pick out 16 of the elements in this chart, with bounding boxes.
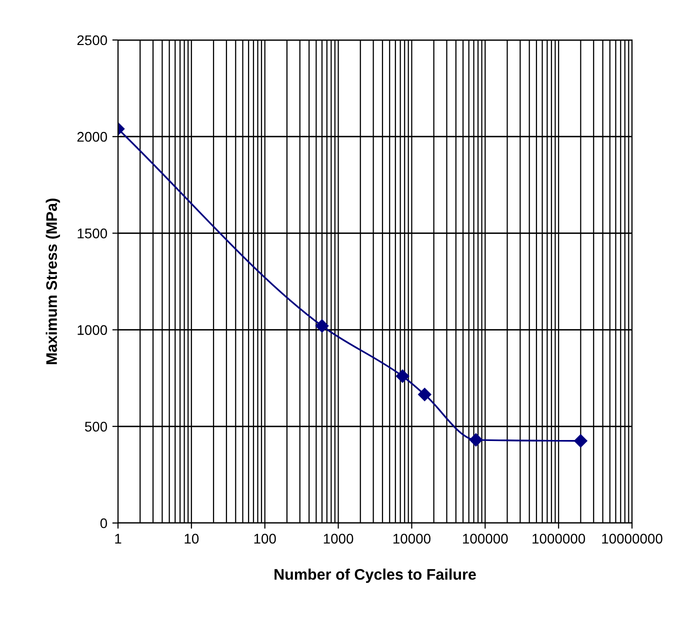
x-tick-label: 1: [115, 534, 122, 544]
y-tick-label: 2000: [77, 132, 108, 142]
x-tick-label: 10: [184, 534, 199, 544]
x-tick-label: 10000: [393, 534, 430, 544]
x-tick-label: 10000000: [602, 534, 662, 544]
x-tick-label: 1000: [324, 534, 354, 544]
x-tick-label: 1000000: [532, 534, 586, 544]
x-tick-label: 100000: [463, 534, 508, 544]
y-tick-label: 500: [84, 422, 108, 432]
x-axis-title: Number of Cycles to Failure: [274, 568, 476, 583]
y-tick-label: 1500: [78, 228, 108, 238]
y-tick-label: 1000: [78, 325, 108, 335]
y-axis-title: Maximum Stress (MPa): [46, 198, 60, 364]
y-tick-label: 2500: [77, 35, 108, 46]
x-tick-label: 100: [254, 534, 276, 544]
y-tick-label: 0: [100, 518, 108, 528]
